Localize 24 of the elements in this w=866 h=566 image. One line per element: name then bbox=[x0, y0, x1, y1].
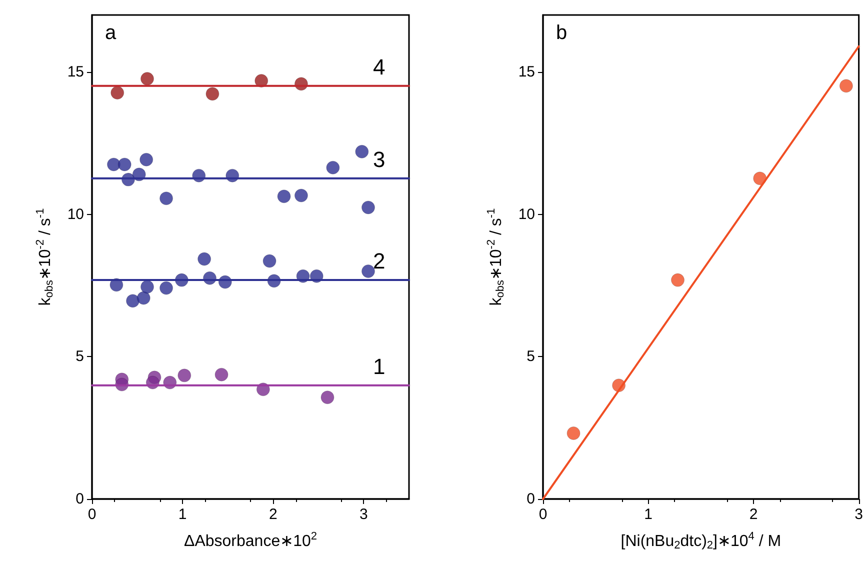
y-axis-title: kobs∗10-2 / s-1 bbox=[34, 208, 56, 306]
x-tick-label: 3 bbox=[360, 506, 368, 523]
y-tick-label: 0 bbox=[526, 490, 535, 508]
y-tick-label: 0 bbox=[76, 490, 84, 508]
series-label: 3 bbox=[373, 146, 386, 172]
y-tick-label: 10 bbox=[67, 206, 84, 223]
series-label: 2 bbox=[373, 248, 386, 274]
chart-title: a bbox=[105, 22, 117, 44]
series-label: 1 bbox=[373, 354, 386, 379]
series-label: 4 bbox=[373, 54, 386, 80]
y-tick-label: 5 bbox=[526, 348, 535, 366]
y-axis-title: kobs∗10-2 / s-1 bbox=[486, 208, 506, 306]
x-tick-label: 1 bbox=[644, 506, 652, 523]
x-tick-label: 2 bbox=[268, 506, 278, 523]
x-tick-label: 0 bbox=[538, 506, 548, 523]
x-tick-label: 1 bbox=[178, 506, 187, 523]
y-tick-label: 5 bbox=[76, 348, 84, 366]
y-tick-label: 15 bbox=[67, 63, 84, 80]
y-tick-label: 10 bbox=[518, 206, 535, 223]
y-tick-label: 15 bbox=[518, 63, 535, 80]
chart-title: b bbox=[556, 22, 568, 44]
x-tick-label: 2 bbox=[749, 506, 758, 523]
x-tick-label: 3 bbox=[854, 506, 863, 523]
x-tick-label: 0 bbox=[88, 506, 96, 523]
